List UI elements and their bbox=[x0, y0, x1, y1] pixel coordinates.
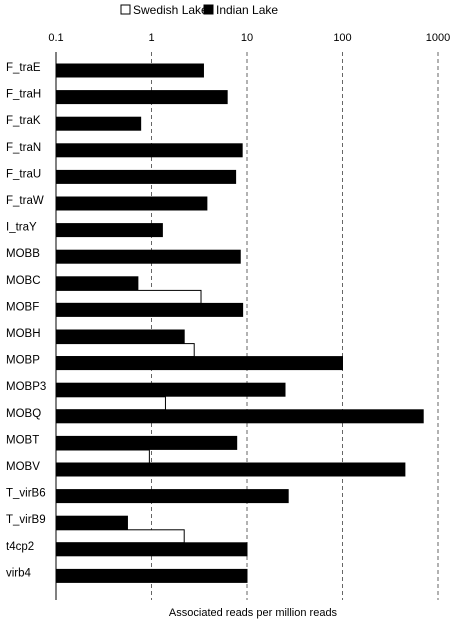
x-tick-label: 1000 bbox=[426, 32, 450, 44]
bar-swedish-lake bbox=[55, 343, 195, 358]
bar-indian-lake bbox=[55, 116, 142, 131]
bar-swedish-lake bbox=[55, 529, 185, 544]
x-tick-label: 1 bbox=[148, 32, 154, 44]
bar-indian-lake bbox=[55, 435, 238, 450]
category-label: MOBP bbox=[6, 355, 40, 367]
category-label: F_traK bbox=[6, 115, 41, 127]
bar-indian-lake bbox=[55, 90, 228, 105]
bar-swedish-lake bbox=[55, 396, 166, 411]
bar-indian-lake bbox=[55, 329, 185, 344]
bar-indian-lake bbox=[55, 382, 286, 397]
bar-indian-lake bbox=[55, 515, 128, 530]
category-label: MOBP3 bbox=[6, 381, 46, 393]
x-axis-label: Associated reads per million reads bbox=[169, 607, 338, 619]
legend-swatch-indian-lake bbox=[203, 4, 214, 15]
category-label: F_traE bbox=[6, 62, 41, 74]
category-label: F_traN bbox=[6, 142, 41, 154]
bar-indian-lake bbox=[55, 276, 139, 291]
x-tick-label: 100 bbox=[333, 32, 351, 44]
bar-indian-lake bbox=[55, 302, 244, 317]
category-label: MOBB bbox=[6, 248, 40, 260]
bar-indian-lake bbox=[55, 223, 163, 238]
bar-swedish-lake bbox=[55, 289, 202, 304]
category-label: MOBF bbox=[6, 301, 39, 313]
category-label: MOBT bbox=[6, 434, 39, 446]
category-label: MOBH bbox=[6, 328, 41, 340]
x-tick-label: 0.1 bbox=[48, 32, 63, 44]
category-label: MOBC bbox=[6, 275, 41, 287]
x-tick-label: 10 bbox=[241, 32, 253, 44]
legend-label-swedish-lake: Swedish Lake bbox=[133, 3, 208, 17]
category-label: MOBV bbox=[6, 461, 40, 473]
legend-label-indian-lake: Indian Lake bbox=[216, 3, 278, 17]
category-label: F_traH bbox=[6, 89, 41, 101]
bar-indian-lake bbox=[55, 462, 406, 477]
bar-indian-lake bbox=[55, 489, 289, 504]
category-label: F_traU bbox=[6, 168, 41, 180]
bar-indian-lake bbox=[55, 169, 237, 184]
legend-swatch-swedish-lake bbox=[120, 4, 131, 15]
category-label: t4cp2 bbox=[6, 541, 34, 553]
category-label: T_virB9 bbox=[6, 514, 46, 526]
bar-indian-lake bbox=[55, 542, 248, 557]
bar-indian-lake bbox=[55, 249, 241, 264]
bar-indian-lake bbox=[55, 196, 208, 211]
bar-swedish-lake bbox=[55, 449, 150, 464]
category-label: MOBQ bbox=[6, 408, 41, 420]
category-label: F_traW bbox=[6, 195, 44, 207]
bar-indian-lake bbox=[55, 356, 343, 371]
bar-indian-lake bbox=[55, 568, 248, 583]
category-label: virb4 bbox=[6, 567, 32, 579]
category-label: T_virB6 bbox=[6, 488, 46, 500]
bar-indian-lake bbox=[55, 409, 424, 424]
category-label: I_traY bbox=[6, 222, 37, 234]
bar-indian-lake bbox=[55, 63, 204, 78]
bar-indian-lake bbox=[55, 143, 243, 158]
